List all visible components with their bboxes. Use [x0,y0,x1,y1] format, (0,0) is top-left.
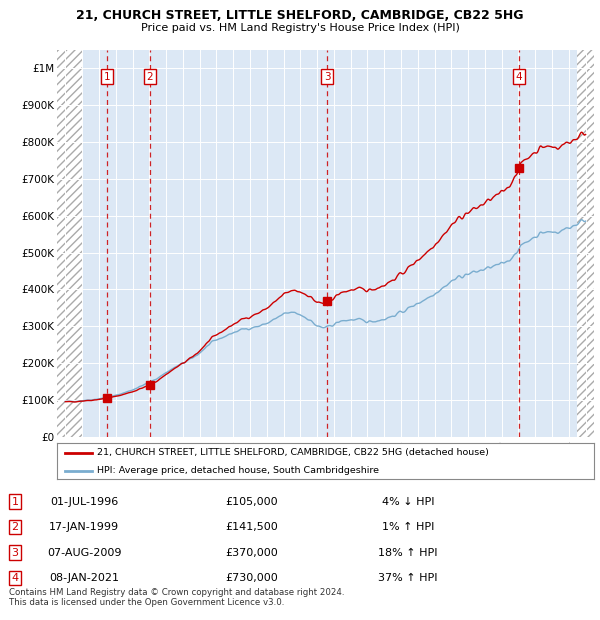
Text: 3: 3 [324,72,331,82]
Text: 4: 4 [11,573,19,583]
Text: 07-AUG-2009: 07-AUG-2009 [47,547,121,557]
Text: 2: 2 [11,522,19,532]
Text: 08-JAN-2021: 08-JAN-2021 [49,573,119,583]
Text: £730,000: £730,000 [226,573,278,583]
Bar [577,50,594,437]
Text: 18% ↑ HPI: 18% ↑ HPI [378,547,438,557]
Text: 4% ↓ HPI: 4% ↓ HPI [382,497,434,507]
Text: 1% ↑ HPI: 1% ↑ HPI [382,522,434,532]
Bar [57,50,82,437]
Text: Contains HM Land Registry data © Crown copyright and database right 2024.
This d: Contains HM Land Registry data © Crown c… [9,588,344,607]
Text: 21, CHURCH STREET, LITTLE SHELFORD, CAMBRIDGE, CB22 5HG: 21, CHURCH STREET, LITTLE SHELFORD, CAMB… [76,9,524,22]
Text: 01-JUL-1996: 01-JUL-1996 [50,497,118,507]
Text: 1: 1 [11,497,19,507]
Text: Price paid vs. HM Land Registry's House Price Index (HPI): Price paid vs. HM Land Registry's House … [140,23,460,33]
Text: HPI: Average price, detached house, South Cambridgeshire: HPI: Average price, detached house, Sout… [97,466,379,475]
Text: 37% ↑ HPI: 37% ↑ HPI [378,573,438,583]
Text: 17-JAN-1999: 17-JAN-1999 [49,522,119,532]
Text: £141,500: £141,500 [226,522,278,532]
Text: 2: 2 [146,72,153,82]
Text: 21, CHURCH STREET, LITTLE SHELFORD, CAMBRIDGE, CB22 5HG (detached house): 21, CHURCH STREET, LITTLE SHELFORD, CAMB… [97,448,489,457]
Text: £370,000: £370,000 [226,547,278,557]
Text: £105,000: £105,000 [226,497,278,507]
Text: 4: 4 [515,72,523,82]
Text: 3: 3 [11,547,19,557]
Text: 1: 1 [104,72,110,82]
